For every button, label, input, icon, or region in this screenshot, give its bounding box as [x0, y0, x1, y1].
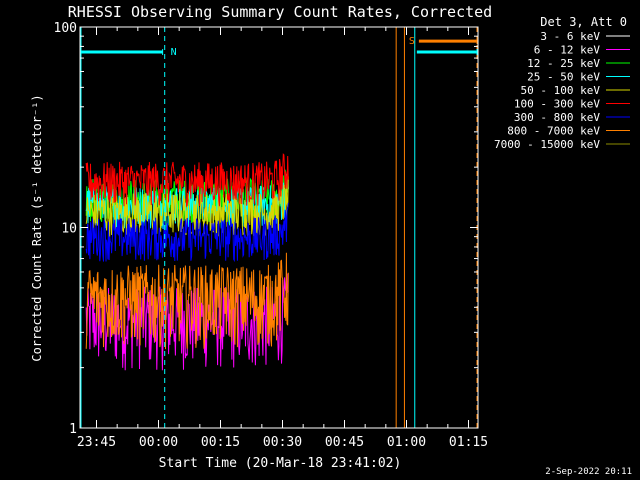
x-axis-label: Start Time (20-Mar-18 23:41:02) — [159, 456, 402, 471]
legend-label: 7000 - 15000 keV — [494, 138, 600, 151]
series-line-6 — [85, 202, 289, 263]
series-line-7 — [85, 252, 289, 350]
axes: 1 10 100 23:45 00:00 00:15 00:30 00:45 01:00 01:1… — [54, 21, 489, 450]
y-tick-label: 10 — [61, 222, 77, 237]
x-tick-label: 01:00 — [387, 435, 426, 450]
chart-title: RHESSI Observing Summary Count Rates, Co… — [68, 3, 492, 21]
legend-header: Det 3, Att 0 — [540, 15, 627, 29]
y-axis-label: Corrected Count Rate (s⁻¹ detector⁻¹) — [30, 94, 44, 361]
series-line-5 — [85, 153, 289, 208]
interval-label-n: N — [171, 47, 177, 58]
legend-label: 6 - 12 keV — [534, 44, 601, 57]
x-tick-label: 23:45 — [77, 435, 116, 450]
x-tick-label: 00:45 — [325, 435, 364, 450]
y-tick-label: 1 — [69, 422, 77, 437]
plot-area: NS — [80, 27, 478, 428]
x-tick-label: 00:15 — [201, 435, 240, 450]
legend-label: 12 - 25 keV — [527, 57, 600, 70]
x-tick-label: 00:00 — [139, 435, 178, 450]
x-tick-label: 01:15 — [449, 435, 488, 450]
legend-label: 25 - 50 keV — [527, 71, 600, 84]
series-line-1 — [85, 273, 289, 371]
legend-label: 800 - 7000 keV — [507, 125, 600, 138]
footer-date: 2-Sep-2022 20:11 — [545, 467, 632, 477]
y-tick-label: 100 — [54, 21, 77, 36]
legend-label: 3 - 6 keV — [540, 30, 600, 43]
x-tick-label: 00:30 — [263, 435, 302, 450]
legend-label: 100 - 300 keV — [514, 98, 600, 111]
legend-label: 50 - 100 keV — [521, 84, 601, 97]
legend-label: 300 - 800 keV — [514, 111, 600, 124]
interval-label-s: S — [409, 36, 415, 47]
